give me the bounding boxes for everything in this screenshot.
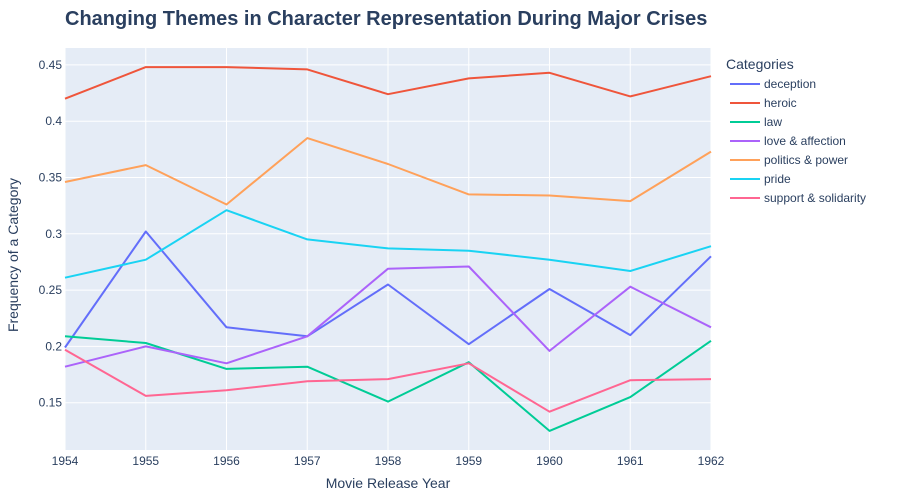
x-axis-title: Movie Release Year [326,475,451,491]
legend-label: pride [764,172,791,186]
x-axis-ticks: 1954 1955 1956 1957 1958 1959 1960 1961 1962 [52,454,725,468]
x-tick-label: 1956 [213,454,240,468]
legend-item[interactable]: support & solidarity [730,191,866,205]
legend-item[interactable]: politics & power [730,153,848,167]
x-tick-label: 1962 [698,454,725,468]
legend-label: law [764,115,782,129]
series-line-pride [64,209,712,279]
legend-item[interactable]: deception [730,77,816,91]
y-tick-label: 0.15 [39,396,63,410]
y-tick-label: 0.3 [45,227,62,241]
legend-item[interactable]: heroic [730,96,797,110]
legend: Categories deception heroic law love & affe… [726,56,866,205]
x-tick-label: 1957 [294,454,321,468]
x-tick-label: 1960 [536,454,563,468]
y-axis-title: Frequency of a Category [5,178,21,332]
x-tick-label: 1959 [455,454,482,468]
series-line-politics-power [64,137,712,206]
x-tick-label: 1955 [132,454,159,468]
chart-title: Changing Themes in Character Representat… [65,8,707,30]
legend-label: love & affection [764,134,846,148]
legend-label: heroic [764,96,797,110]
legend-item[interactable]: love & affection [730,134,846,148]
y-tick-label: 0.35 [39,170,63,184]
legend-label: politics & power [764,153,848,167]
series-lines [64,66,712,432]
x-tick-label: 1958 [375,454,402,468]
grid-lines [64,48,712,450]
series-line-love-affection [64,265,712,368]
y-tick-label: 0.4 [45,114,62,128]
y-tick-label: 0.45 [39,58,63,72]
legend-label: support & solidarity [764,191,866,205]
x-tick-label: 1961 [617,454,644,468]
series-line-support-solidarity [64,348,712,413]
legend-item[interactable]: pride [730,172,791,186]
legend-item[interactable]: law [730,115,782,129]
y-axis-ticks: 0.15 0.2 0.25 0.3 0.35 0.4 0.45 [39,58,63,410]
y-tick-label: 0.25 [39,283,63,297]
series-line-deception [64,230,712,349]
legend-title: Categories [726,56,794,72]
y-tick-label: 0.2 [45,339,62,353]
series-line-heroic [64,66,712,100]
x-tick-label: 1954 [52,454,79,468]
legend-label: deception [764,77,816,91]
